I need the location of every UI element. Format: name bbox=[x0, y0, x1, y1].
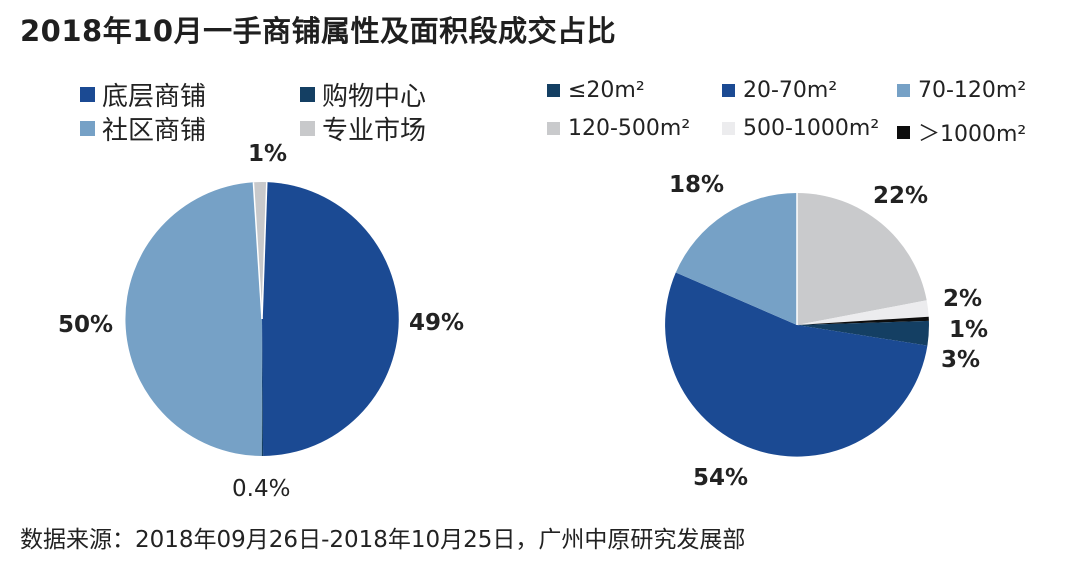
slice-gt1000 bbox=[797, 316, 929, 325]
swatch-icon bbox=[722, 84, 735, 97]
slice-le20 bbox=[797, 320, 929, 346]
slice-70-120 bbox=[675, 192, 797, 325]
label-500-1000-pct: 2% bbox=[943, 286, 983, 312]
label-community-pct: 50% bbox=[58, 312, 114, 338]
swatch-icon bbox=[547, 84, 560, 97]
legend-item-70-120: 70-120m² bbox=[897, 78, 1026, 103]
legend-item-community: 社区商铺 bbox=[80, 110, 206, 147]
swatch-icon bbox=[80, 87, 95, 102]
legend-label: 社区商铺 bbox=[102, 116, 207, 146]
swatch-icon bbox=[897, 125, 910, 139]
chart-title: 2018年10月一手商铺属性及面积段成交占比 bbox=[20, 14, 617, 48]
legend-item-le20: ≤20m² bbox=[547, 78, 645, 103]
legend-item-120-500: 120-500m² bbox=[547, 116, 690, 141]
legend-label: 500-1000m² bbox=[743, 116, 880, 141]
legend-label: ＞1000m² bbox=[918, 122, 1027, 147]
legend-label: 20-70m² bbox=[743, 78, 838, 103]
legend-label: 专业市场 bbox=[322, 116, 427, 146]
legend-label: 底层商铺 bbox=[102, 82, 207, 112]
slice-market bbox=[253, 182, 267, 319]
swatch-icon bbox=[300, 121, 315, 136]
slice-120-500 bbox=[797, 192, 927, 325]
legend-item-ground-floor: 底层商铺 bbox=[80, 76, 206, 113]
legend-label: 购物中心 bbox=[322, 82, 427, 112]
swatch-icon bbox=[300, 87, 315, 102]
label-20-70-pct: 54% bbox=[693, 465, 749, 491]
legend-item-500-1000: 500-1000m² bbox=[722, 116, 879, 141]
swatch-icon bbox=[722, 122, 735, 135]
swatch-icon bbox=[547, 122, 560, 135]
legend-label: 120-500m² bbox=[568, 116, 691, 141]
data-source-note: 数据来源：2018年09月26日-2018年10月25日，广州中原研究发展部 bbox=[20, 527, 746, 553]
swatch-icon bbox=[80, 121, 95, 136]
swatch-icon bbox=[897, 84, 910, 97]
slice-500-1000 bbox=[797, 300, 929, 325]
legend-item-20-70: 20-70m² bbox=[722, 78, 837, 103]
label-70-120-pct: 18% bbox=[669, 172, 725, 198]
slice-community bbox=[125, 182, 262, 457]
label-market-pct: 1% bbox=[248, 141, 288, 167]
legend-label: 70-120m² bbox=[918, 78, 1027, 103]
label-ground-floor-pct: 49% bbox=[409, 310, 465, 336]
label-shopping-mall-pct: 0.4% bbox=[232, 476, 291, 502]
label-le20-pct: 3% bbox=[941, 347, 981, 373]
legend-item-market: 专业市场 bbox=[300, 110, 426, 147]
label-gt1000-pct: 1% bbox=[949, 317, 989, 343]
slice-20-70 bbox=[665, 272, 928, 457]
slice-ground-floor bbox=[262, 182, 399, 456]
legend-item-gt1000: ＞1000m² bbox=[897, 116, 1026, 148]
label-120-500-pct: 22% bbox=[873, 183, 929, 209]
legend-label: ≤20m² bbox=[568, 78, 645, 103]
legend-item-shopping-mall: 购物中心 bbox=[300, 76, 426, 113]
slice-shopping-mall bbox=[261, 319, 264, 457]
